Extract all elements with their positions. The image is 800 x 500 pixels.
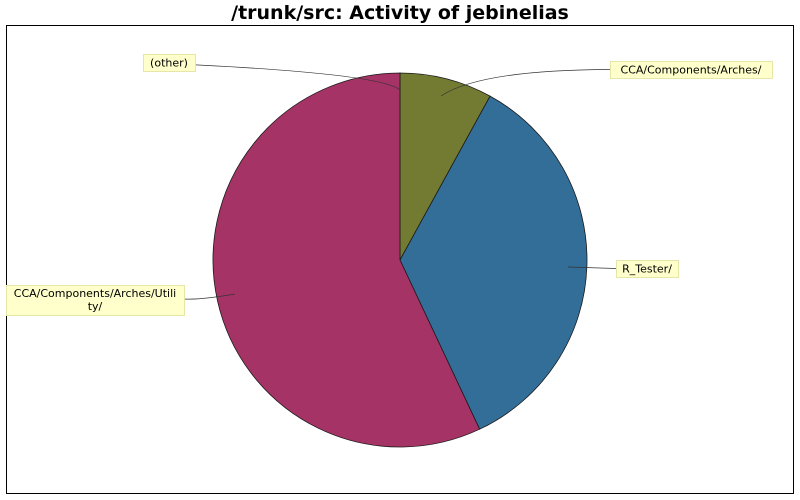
label-box-3 [143,54,196,72]
leader-line-0 [440,69,611,97]
pie-slice-2 [212,72,481,448]
slices-layer [212,72,588,448]
leader-line-1 [567,266,617,269]
leader-line-2 [183,293,236,300]
label-box-0 [610,61,773,79]
pie-slice-0 [399,72,491,261]
slice-label-3: (other) [150,57,188,70]
label-box-2 [6,285,185,316]
slice-label-0: CCA/Components/Arches/ [621,64,762,77]
leaders-layer [142,62,617,300]
label-box-1 [616,260,679,278]
chart-title: /trunk/src: Activity of jebinelias [231,2,569,24]
leader-line-3 [142,62,401,91]
slice-label-2: CCA/Components/Arches/Utili ty/ [14,287,176,313]
pie-slice-1 [399,95,588,430]
slice-label-1: R_Tester/ [622,263,672,276]
labels-layer: CCA/Components/Arches/R_Tester/CCA/Compo… [6,54,773,316]
